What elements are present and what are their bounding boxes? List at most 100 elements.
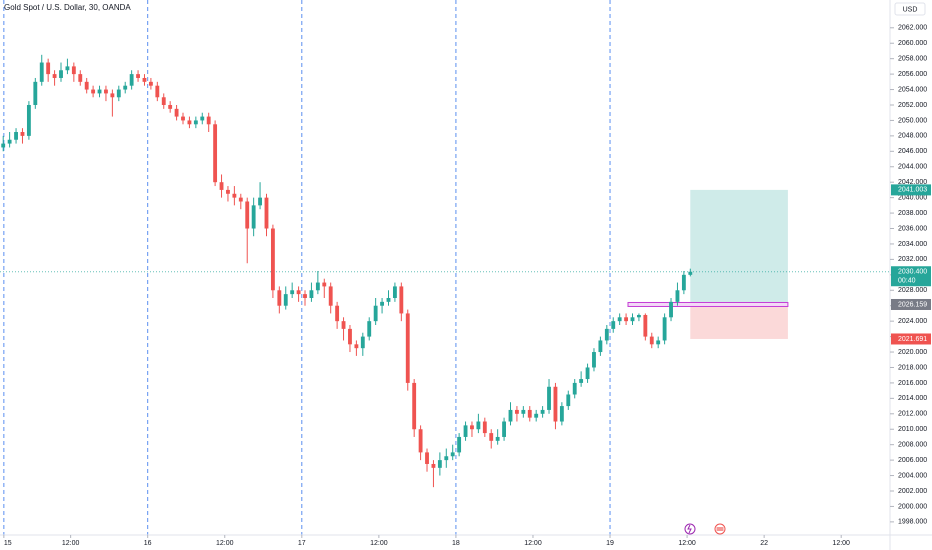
- candle-body: [399, 286, 404, 314]
- candle-body: [418, 429, 423, 453]
- candle-body: [270, 228, 275, 291]
- y-tick-label: 2032.000: [898, 256, 927, 263]
- candle-body: [636, 314, 641, 318]
- candle-body: [136, 74, 140, 78]
- y-tick-label: 2016.000: [898, 380, 927, 387]
- candle-body: [566, 394, 571, 407]
- candle-body: [277, 290, 282, 306]
- x-tick-label: 12:00: [832, 540, 850, 547]
- candle-body: [290, 290, 295, 295]
- last-price-box: [891, 266, 931, 287]
- candle-body: [52, 74, 57, 78]
- candle-body: [373, 305, 378, 322]
- candle-body: [457, 436, 462, 453]
- candle-body: [579, 379, 584, 383]
- currency-button[interactable]: [894, 2, 926, 16]
- candle-body: [585, 367, 590, 380]
- candle-body: [238, 197, 243, 202]
- chart-title: Gold Spot / U.S. Dollar, 30, OANDA: [4, 3, 131, 12]
- candle-body: [258, 197, 262, 206]
- candle-body: [46, 62, 51, 75]
- event-icon-glyph: [687, 524, 692, 534]
- candle-body: [463, 425, 468, 437]
- candle-body: [206, 116, 211, 125]
- currency[interactable]: USD: [903, 6, 918, 13]
- candle-body: [322, 282, 327, 287]
- candle-body: [540, 409, 545, 414]
- candle-body: [193, 120, 198, 125]
- y-tick-label: 2000.000: [898, 503, 927, 510]
- candle-body: [155, 85, 160, 98]
- y-tick-label: 2024.000: [898, 318, 927, 325]
- candle-body: [142, 77, 147, 82]
- candle-body: [444, 456, 449, 461]
- candle-body: [643, 314, 648, 337]
- x-tick-label: 12:00: [216, 540, 234, 547]
- candle-body: [598, 340, 603, 353]
- candle-body: [425, 452, 429, 464]
- candle-body: [14, 132, 18, 140]
- candle-body: [412, 382, 417, 430]
- candle-body: [380, 301, 384, 306]
- y-tick-label: 2038.000: [898, 210, 927, 217]
- candle-body: [547, 386, 551, 410]
- candle-body: [592, 352, 596, 368]
- candle-body: [20, 132, 25, 136]
- y-tick-label: 2034.000: [898, 241, 927, 248]
- candle-body: [59, 70, 63, 78]
- candle-body: [502, 421, 507, 437]
- candle-body: [669, 301, 673, 318]
- candle-body: [84, 81, 89, 90]
- x-tick-label: 18: [452, 540, 460, 547]
- candle-body: [39, 62, 44, 82]
- y-tick-label: 2046.000: [898, 148, 927, 155]
- y-tick-label: 2018.000: [898, 364, 927, 371]
- candle-body: [161, 97, 166, 105]
- candle-body: [328, 286, 333, 306]
- candle-body: [521, 409, 526, 414]
- entry-box: [627, 301, 789, 307]
- x-tick-label: 12:00: [678, 540, 696, 547]
- event-icon-glyph: [716, 527, 724, 531]
- candle-body: [348, 328, 352, 345]
- candle-body: [572, 382, 577, 395]
- candle-body: [110, 93, 115, 98]
- candle-body: [187, 120, 192, 125]
- candle-body: [688, 271, 693, 275]
- plot-area: [0, 0, 890, 535]
- y-tick-label: 2004.000: [898, 472, 927, 479]
- candle-body: [33, 81, 38, 105]
- candle-body: [232, 193, 237, 198]
- candle-body: [437, 460, 442, 468]
- candle-body: [303, 294, 307, 298]
- price-label: 2041.003: [898, 187, 927, 194]
- candle-body: [476, 421, 481, 430]
- candle-body: [534, 413, 539, 418]
- y-tick-label: 2054.000: [898, 86, 927, 93]
- candle-body: [341, 321, 346, 329]
- candle-body: [129, 74, 134, 86]
- candle-body: [386, 297, 391, 302]
- y-tick-label: 2008.000: [898, 442, 927, 449]
- y-tick-label: 2056.000: [898, 71, 927, 78]
- candle-body: [617, 317, 622, 322]
- countdown: 00:40: [898, 278, 916, 285]
- y-tick-label: 2050.000: [898, 117, 927, 124]
- y-tick-label: 2006.000: [898, 457, 927, 464]
- y-tick-label: 2036.000: [898, 225, 927, 232]
- candle-body: [219, 182, 224, 190]
- candle-body: [514, 409, 519, 414]
- candle-body: [527, 409, 532, 418]
- candle-body: [495, 436, 500, 441]
- candle-body: [482, 421, 487, 434]
- last-price-label: 2030.400: [898, 269, 927, 276]
- y-tick-label: 2058.000: [898, 56, 927, 63]
- candle-body: [123, 85, 128, 90]
- candle-body: [65, 66, 70, 71]
- candle-body: [450, 452, 455, 457]
- y-tick-label: 2012.000: [898, 411, 927, 418]
- candle-body: [354, 344, 359, 349]
- candle-body: [78, 74, 83, 82]
